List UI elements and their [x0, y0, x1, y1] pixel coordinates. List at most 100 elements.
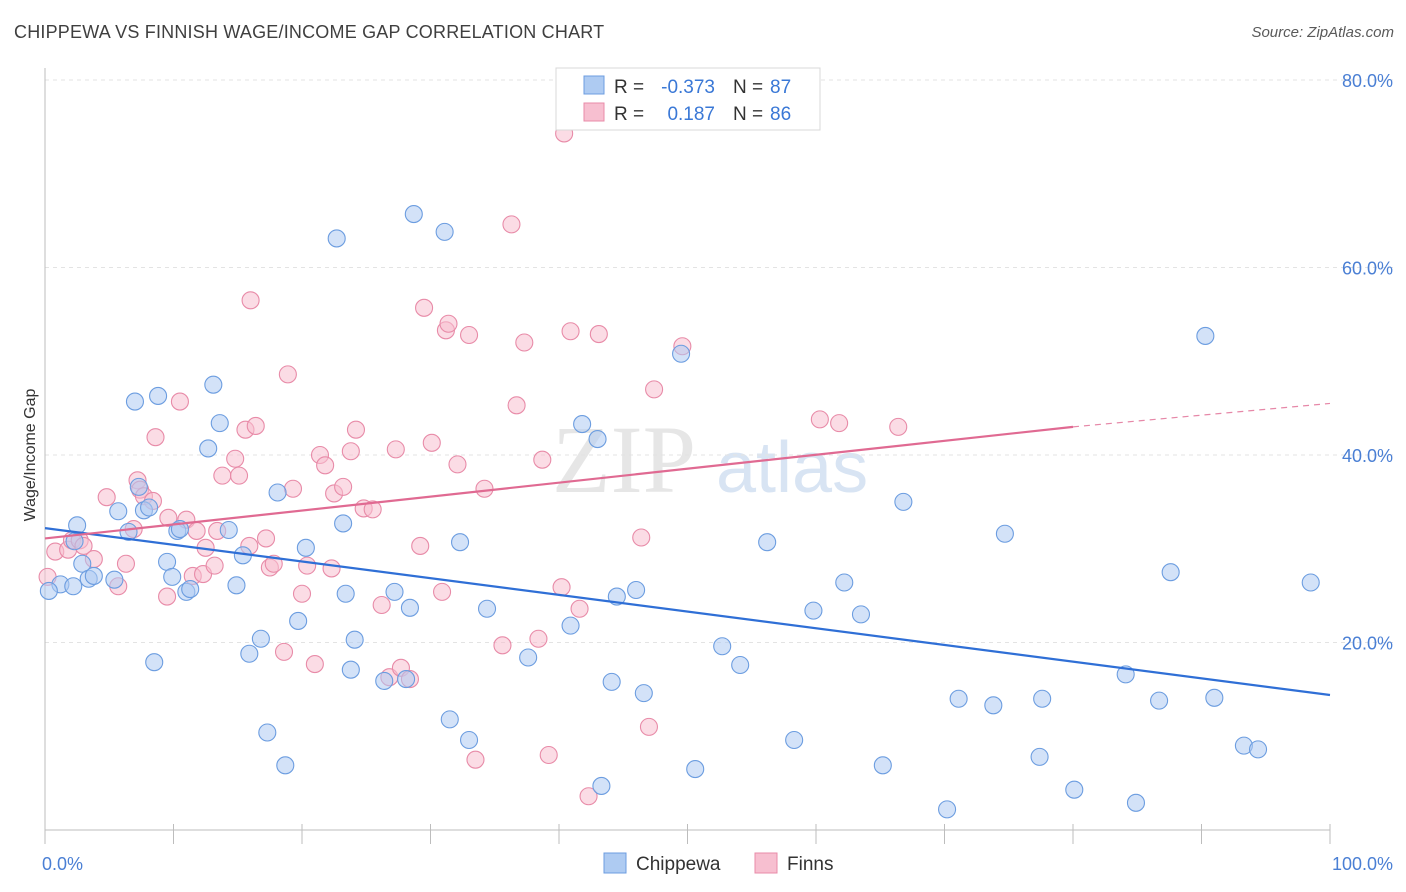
chippewa-points	[39, 205, 1320, 819]
finns-point-70	[529, 629, 548, 648]
finns-point-7	[97, 488, 116, 507]
chippewa-point-69	[894, 492, 913, 511]
chippewa-point-80	[1161, 563, 1180, 582]
chippewa-point-35	[327, 229, 346, 248]
finns-point-58	[422, 433, 441, 452]
legend-n-label-chippewa: N =	[733, 77, 763, 98]
chippewa-point-61	[713, 637, 732, 656]
finns-point-43	[316, 456, 335, 475]
chippewa-point-23	[204, 375, 223, 394]
finns-point-39	[292, 584, 312, 603]
finns-point-65	[475, 479, 494, 498]
chippewa-point-29	[251, 629, 270, 648]
chippewa-point-17	[163, 567, 182, 586]
bottom-legend-swatch-chippewa	[603, 852, 627, 874]
chippewa-point-78	[1126, 793, 1146, 812]
chippewa-point-58	[634, 684, 653, 703]
legend-r-value-finns: 0.187	[667, 104, 715, 125]
finns-point-26	[213, 466, 232, 485]
chippewa-point-32	[276, 756, 295, 775]
x-tick-labels: 0.0% 100.0%	[42, 854, 1393, 874]
chippewa-point-3	[68, 516, 87, 535]
x-tick-label-0: 0.0%	[42, 854, 83, 874]
finns-point-82	[810, 410, 829, 429]
finns-point-35	[264, 554, 283, 573]
chippewa-point-71	[949, 689, 968, 708]
stats-legend: R = -0.373 N = 87 R = 0.187 N = 86	[555, 67, 821, 131]
chippewa-point-48	[459, 730, 479, 750]
finns-point-63	[459, 325, 479, 345]
chippewa-point-21	[181, 580, 200, 599]
chippewa-point-85	[1301, 573, 1320, 592]
chippewa-point-53	[588, 430, 607, 449]
chippewa-point-86	[39, 581, 58, 600]
chippewa-point-63	[758, 533, 777, 552]
chippewa-point-55	[602, 672, 621, 691]
finns-point-21	[187, 521, 206, 540]
finns-point-79	[639, 717, 659, 736]
legend-r-label-finns: R =	[614, 104, 644, 125]
finns-point-76	[579, 787, 598, 806]
finns-point-17	[159, 508, 178, 527]
chippewa-point-81	[1196, 326, 1215, 345]
chippewa-point-13	[140, 498, 159, 517]
chippewa-point-64	[785, 730, 804, 750]
finns-point-77	[589, 325, 608, 344]
chippewa-point-54	[592, 776, 611, 795]
legend-r-label-chippewa: R =	[614, 77, 644, 98]
chippewa-point-65	[804, 601, 823, 620]
chippewa-point-31	[268, 483, 287, 502]
y-tick-label-0: 20.0%	[1342, 634, 1393, 654]
chippewa-point-59	[672, 344, 691, 363]
finns-point-36	[274, 642, 294, 661]
finns-point-51	[372, 595, 391, 615]
finns-point-28	[229, 466, 249, 485]
finns-point-64	[466, 750, 485, 769]
chippewa-point-43	[400, 598, 419, 617]
chippewa-point-51	[561, 616, 580, 635]
chippewa-point-28	[240, 644, 259, 663]
chippewa-point-79	[1150, 691, 1169, 710]
finns-point-57	[415, 298, 434, 317]
chippewa-point-74	[1030, 747, 1049, 766]
finns-point-62	[448, 455, 467, 474]
chippewa-point-8	[109, 502, 128, 521]
x-tick-label-1: 100.0%	[1332, 854, 1393, 874]
bottom-legend-swatch-finns	[754, 852, 778, 874]
finns-point-61	[439, 314, 458, 333]
finns-point-50	[363, 500, 382, 519]
chippewa-point-50	[519, 648, 538, 667]
chippewa-point-6	[84, 566, 103, 585]
finns-point-73	[552, 578, 571, 597]
finns-point-32	[246, 416, 265, 435]
chippewa-point-24	[210, 414, 229, 433]
chippewa-point-46	[440, 710, 459, 729]
y-tick-label-1: 40.0%	[1342, 446, 1393, 466]
legend-n-label-finns: N =	[733, 104, 763, 125]
chippewa-point-42	[397, 670, 416, 689]
chippewa-point-38	[341, 660, 360, 679]
chippewa-point-75	[1033, 689, 1052, 708]
finns-point-56	[411, 536, 430, 555]
chippewa-point-41	[385, 582, 404, 601]
finns-point-27	[226, 449, 245, 468]
chippewa-point-73	[995, 524, 1014, 543]
bottom-legend-label-finns: Finns	[787, 854, 833, 875]
chippewa-point-1	[64, 577, 83, 596]
finns-point-37	[278, 365, 297, 384]
finns-points	[38, 124, 908, 806]
bottom-legend-label-chippewa: Chippewa	[636, 854, 721, 875]
legend-n-value-chippewa: 87	[770, 77, 791, 98]
chippewa-point-34	[296, 538, 315, 557]
finns-point-67	[502, 215, 521, 234]
finns-point-74	[561, 322, 580, 341]
y-tick-labels: 20.0% 40.0% 60.0% 80.0%	[1342, 71, 1393, 654]
finns-point-72	[539, 745, 558, 765]
trend-lines	[44, 402, 1331, 697]
chippewa-point-16	[158, 552, 177, 571]
chippewa-point-9	[119, 522, 138, 541]
chippewa-point-44	[404, 205, 423, 224]
legend-swatch-finns	[583, 102, 605, 122]
chippewa-point-67	[851, 605, 871, 624]
